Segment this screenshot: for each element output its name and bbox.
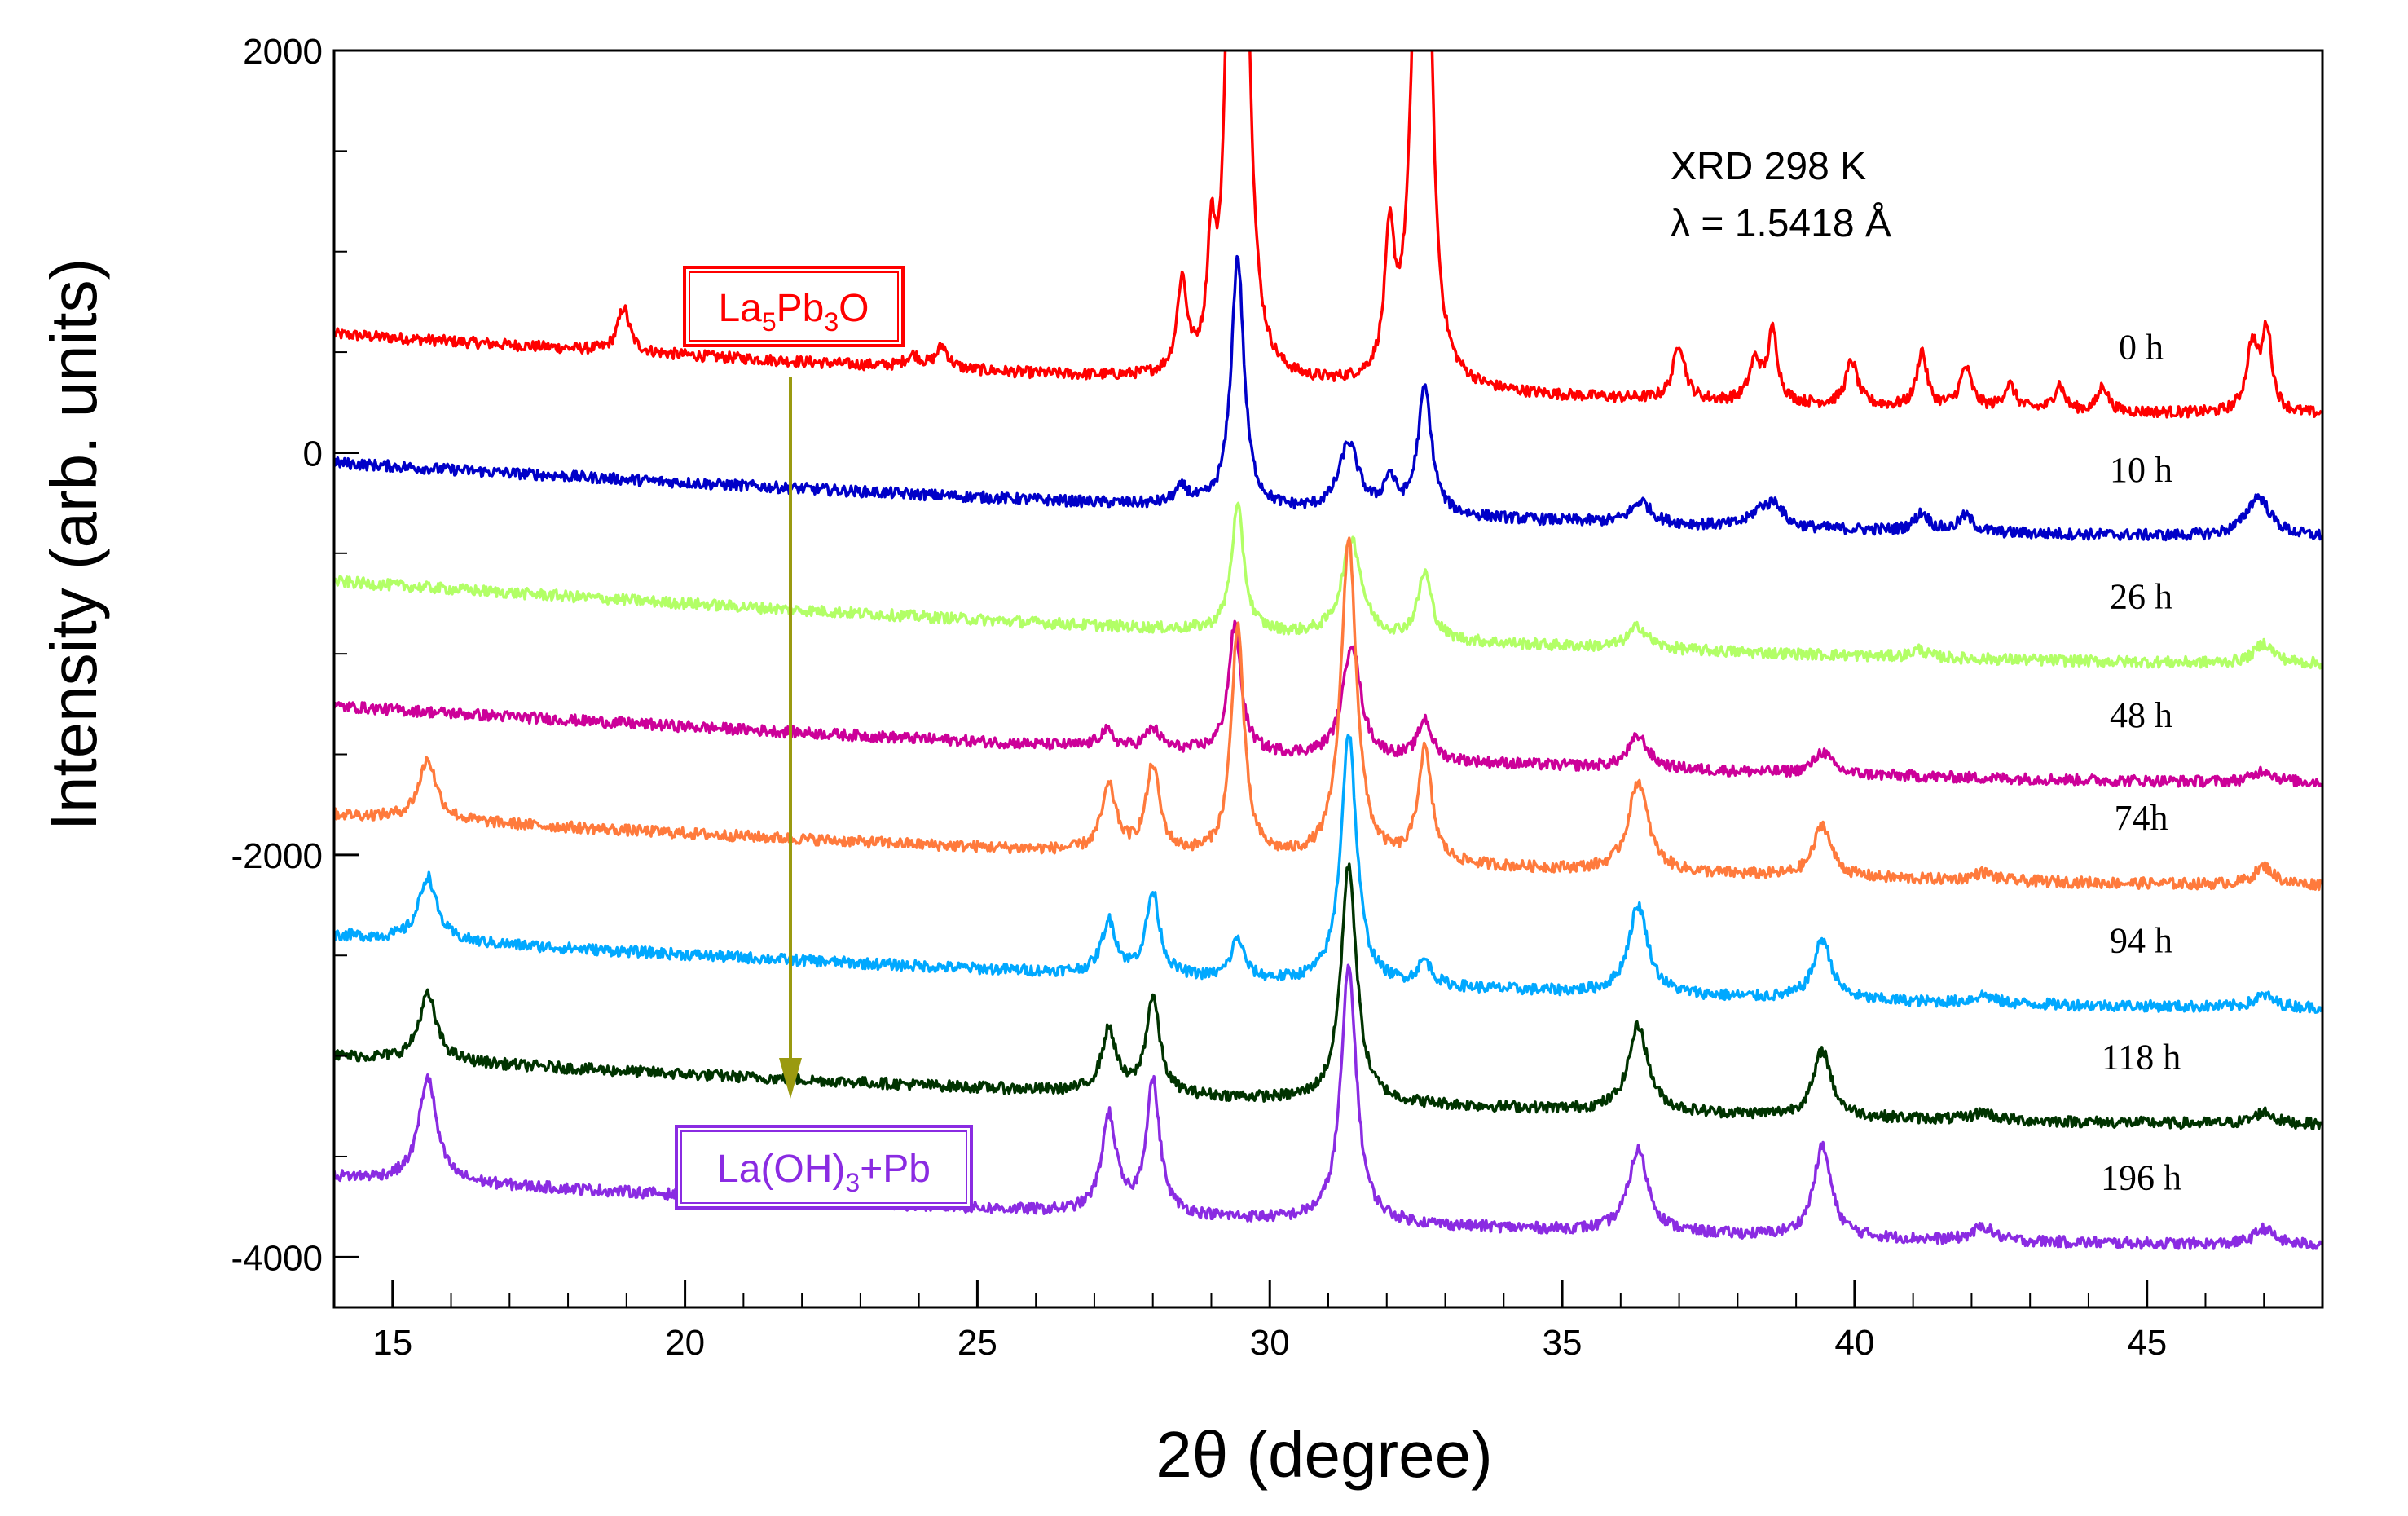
end-phase-label: La(OH)3+Pb <box>717 1148 931 1197</box>
series-line-48h <box>334 619 2322 788</box>
series-label: 10 h <box>2110 450 2172 490</box>
plot-frame <box>332 49 2324 1309</box>
axes-layer <box>332 49 2324 1309</box>
y-tick-label: -2000 <box>231 836 323 876</box>
y-tick-label: 0 <box>303 434 323 474</box>
x-tick-label: 30 <box>1250 1323 1290 1363</box>
series-line-196h <box>334 963 2322 1250</box>
x-tick-label: 15 <box>372 1323 412 1363</box>
x-tick-label: 40 <box>1834 1323 1874 1363</box>
y-tick-label: -4000 <box>231 1238 323 1278</box>
series-layer <box>334 51 2322 1250</box>
series-line-10h <box>334 254 2322 542</box>
series-line-26h <box>334 501 2322 670</box>
series-label: 118 h <box>2102 1037 2181 1077</box>
series-label: 48 h <box>2110 695 2172 735</box>
y-tick-label: 2000 <box>243 32 323 72</box>
x-tick-label: 35 <box>1543 1323 1583 1363</box>
series-label: 196 h <box>2101 1158 2181 1198</box>
xrd-condition-label: XRD 298 K <box>1671 145 1866 188</box>
series-line-94h <box>334 734 2322 1014</box>
labels-layer: 15 20 25 30 35 40 45 2000 0 -2000 -4000 0 h 10 h 26 h… <box>231 32 2181 1363</box>
series-label: 74h <box>2115 798 2168 838</box>
transformation-arrow <box>779 377 802 1099</box>
series-label: 94 h <box>2110 920 2172 960</box>
series-label: 0 h <box>2119 328 2164 368</box>
end-phase-box: La(OH)3+Pb <box>675 1125 973 1210</box>
start-phase-label: La5Pb3O <box>718 287 869 337</box>
x-tick-label: 25 <box>957 1323 997 1363</box>
series-line-118h <box>334 862 2322 1131</box>
x-tick-label: 20 <box>665 1323 705 1363</box>
x-axis-title: 2θ (degree) <box>1156 1418 1493 1491</box>
series-label: 26 h <box>2110 576 2172 616</box>
start-phase-box: La5Pb3O <box>683 266 905 347</box>
series-line-74h <box>334 536 2322 892</box>
x-tick-label: 45 <box>2127 1323 2167 1363</box>
series-line-0h <box>334 51 2322 419</box>
y-axis-title: Intensity (arb. units) <box>37 258 110 831</box>
ticks-layer <box>333 49 2323 1307</box>
xrd-wavelength-label: λ = 1.5418 Å <box>1671 202 1891 245</box>
